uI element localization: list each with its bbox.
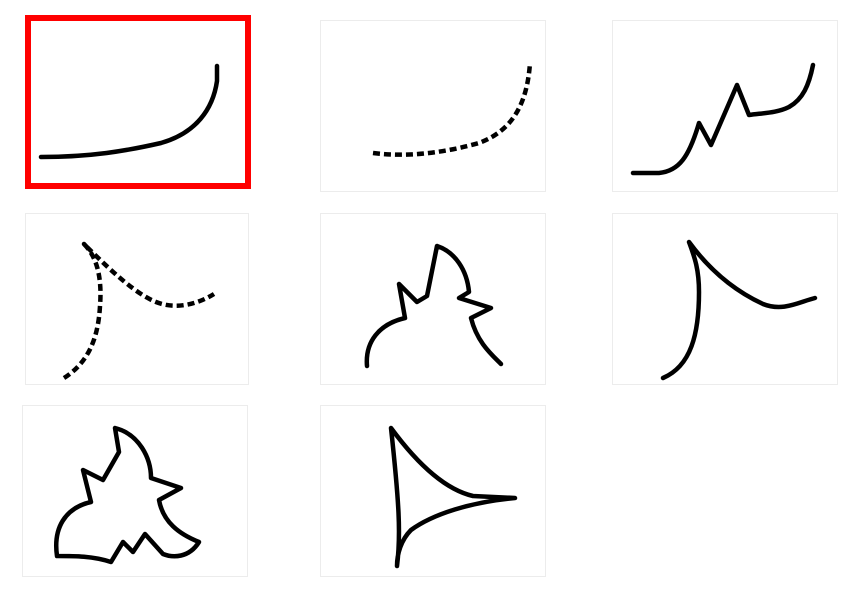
tile-6[interactable] bbox=[612, 213, 838, 385]
dashed-curve-drawing bbox=[372, 62, 533, 157]
jagged-open-drawing bbox=[364, 243, 504, 369]
tile-7[interactable] bbox=[22, 405, 248, 577]
cusp-curve-drawing bbox=[660, 239, 818, 381]
zigzag-curve-drawing bbox=[630, 62, 816, 176]
tile-8[interactable] bbox=[320, 405, 546, 577]
tile-1[interactable] bbox=[25, 15, 251, 189]
dashed-cusp-drawing bbox=[62, 241, 216, 380]
tile-2[interactable] bbox=[320, 20, 546, 192]
curved-triangle-drawing bbox=[388, 425, 518, 569]
tile-4[interactable] bbox=[25, 213, 249, 385]
tile-3[interactable] bbox=[612, 20, 838, 192]
smooth-curve-drawing bbox=[38, 63, 220, 160]
tile-5[interactable] bbox=[320, 213, 546, 385]
jagged-closed-drawing bbox=[54, 425, 202, 565]
